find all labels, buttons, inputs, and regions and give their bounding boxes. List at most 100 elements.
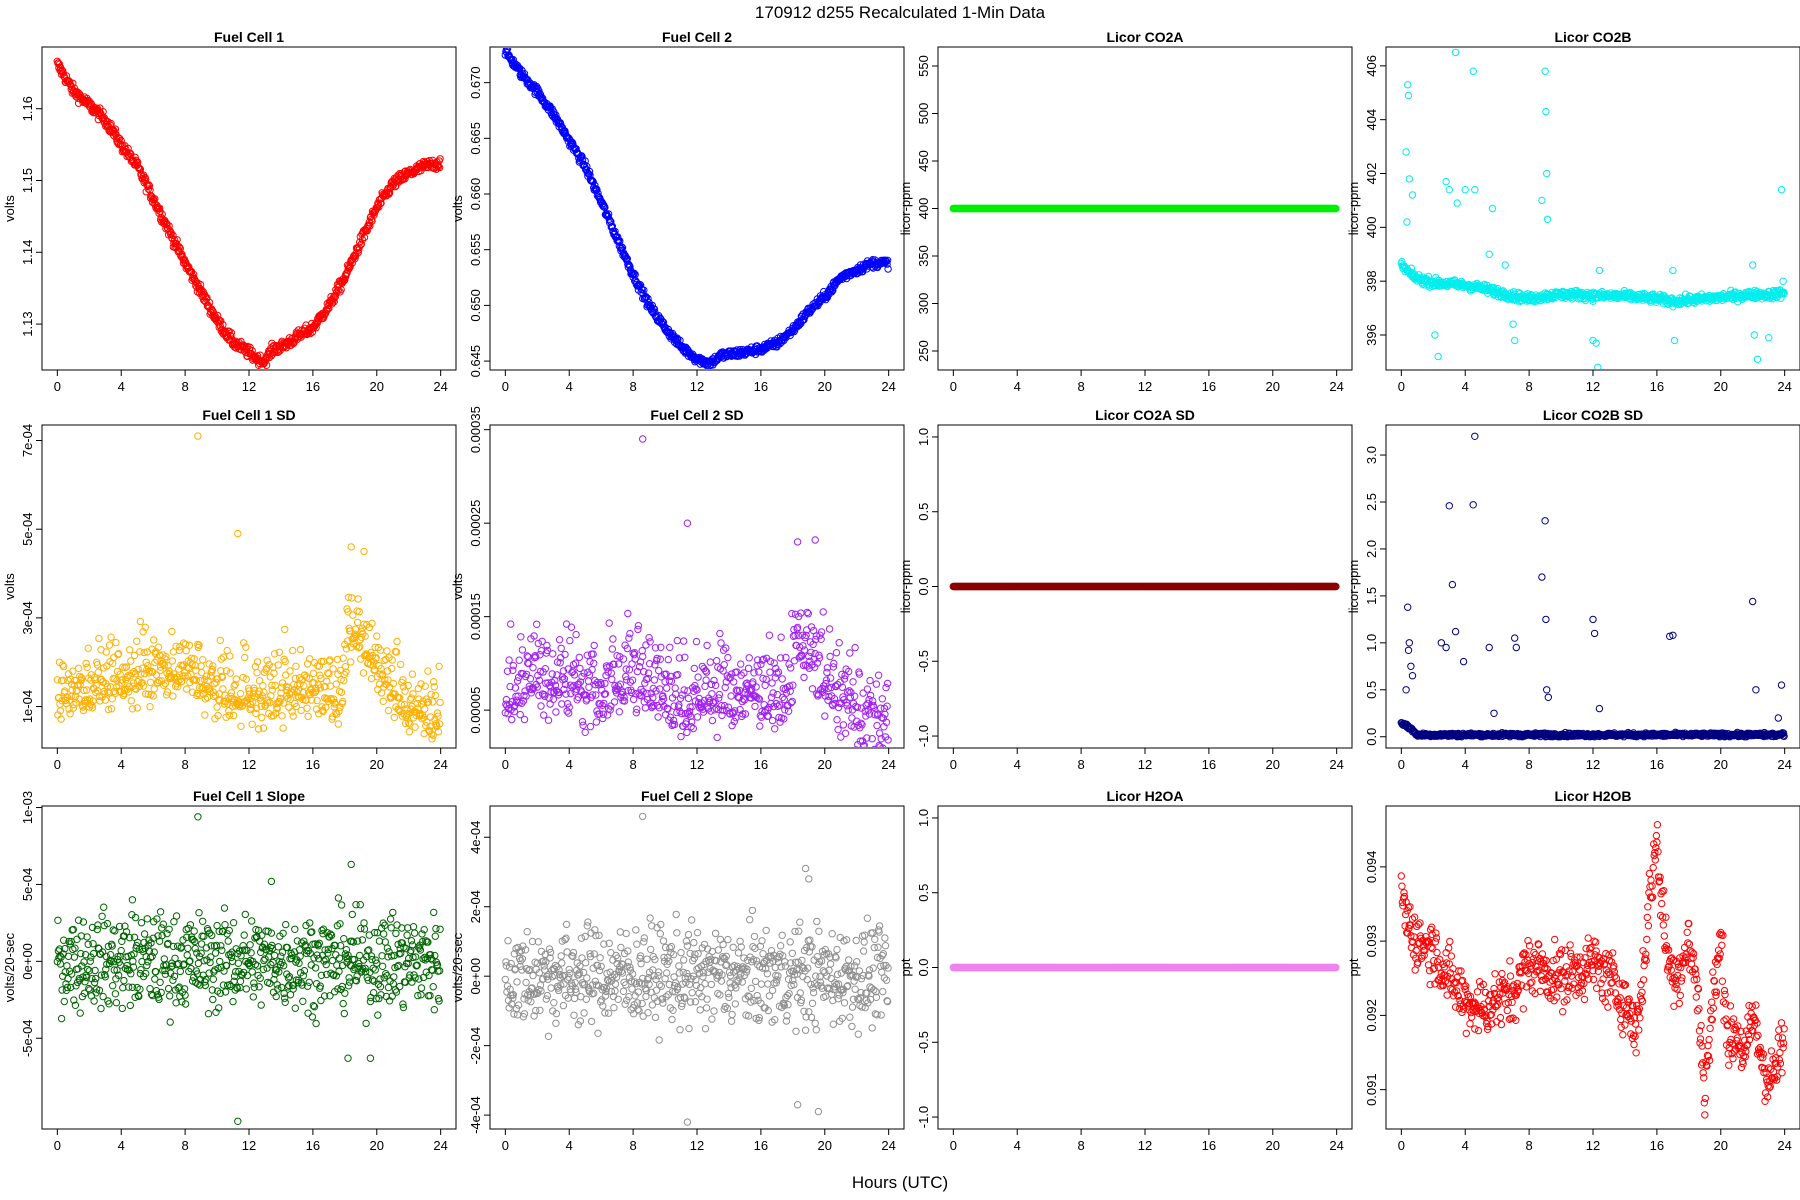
data-point [624, 609, 632, 618]
x-tick-label: 8 [1077, 757, 1084, 772]
data-point [150, 636, 158, 644]
x-tick-label: 12 [690, 379, 704, 394]
data-point [289, 646, 297, 655]
data-point [83, 663, 91, 671]
data-point [650, 305, 659, 313]
data-point [433, 709, 442, 717]
data-point [182, 647, 190, 655]
data-point [359, 669, 368, 677]
data-point [683, 728, 691, 737]
data-point [632, 709, 640, 717]
data-point [162, 652, 170, 661]
data-point [709, 698, 718, 707]
data-point [755, 668, 763, 676]
data-point [421, 705, 429, 713]
data-point [865, 710, 874, 718]
data-point [762, 675, 770, 683]
data-point [202, 672, 211, 680]
x-tick-label: 8 [629, 379, 636, 394]
data-point [424, 698, 433, 706]
data-point [408, 670, 417, 678]
data-point [610, 660, 618, 669]
data-point [213, 675, 222, 683]
data-point [689, 684, 697, 692]
data-point [717, 702, 726, 710]
x-tick-label: 16 [306, 379, 320, 394]
x-tick-label: 8 [1525, 757, 1532, 772]
data-point [430, 683, 438, 691]
data-point [686, 712, 695, 720]
data-point [292, 662, 300, 670]
data-point [248, 720, 256, 728]
data-point [662, 670, 670, 678]
data-point [581, 728, 589, 736]
data-point [133, 637, 141, 645]
x-tick-label: 0 [1398, 757, 1405, 772]
data-point [231, 680, 239, 689]
data-point [144, 185, 153, 193]
y-axis-label: volts [450, 195, 465, 222]
data-point [57, 715, 65, 723]
data-point [189, 270, 198, 278]
y-tick-label: -1.0 [916, 725, 931, 747]
data-point [396, 694, 404, 702]
data-point [557, 644, 565, 652]
data-point [856, 737, 865, 745]
outlier-point [1592, 339, 1600, 347]
x-tick-label: 0 [950, 757, 957, 772]
x-tick-label: 0 [950, 379, 957, 394]
data-point [576, 664, 584, 673]
data-point [812, 632, 820, 640]
data-point [860, 741, 868, 747]
x-tick-label: 24 [433, 379, 447, 394]
data-point [689, 724, 697, 733]
data-point [724, 653, 732, 662]
data-point [626, 678, 635, 686]
data-point [278, 712, 286, 720]
data-point [244, 694, 252, 702]
data-point [249, 697, 257, 706]
data-point [659, 692, 667, 700]
data-point [565, 703, 573, 711]
data-point [721, 683, 729, 692]
data-point [842, 699, 851, 707]
y-tick-label: 300 [916, 293, 931, 315]
data-point [581, 157, 589, 165]
data-point [300, 682, 308, 690]
outlier-point [811, 536, 819, 544]
data-point [222, 667, 231, 675]
data-point [653, 654, 661, 663]
x-tick-label: 24 [1777, 757, 1791, 772]
data-point [877, 704, 885, 712]
data-point [1780, 290, 1788, 298]
data-point [409, 690, 417, 698]
data-series [53, 432, 444, 743]
data-point [131, 684, 139, 693]
data-point [664, 325, 672, 333]
data-point [759, 655, 768, 663]
data-point [708, 690, 716, 698]
data-point [155, 204, 164, 213]
data-point [716, 629, 724, 638]
y-tick-label: 250 [916, 340, 931, 362]
data-point [789, 681, 797, 689]
data-point [620, 697, 629, 705]
data-point [276, 698, 284, 706]
data-point [321, 682, 329, 691]
data-point [808, 685, 817, 693]
x-tick-label: 20 [370, 757, 384, 772]
data-point [216, 636, 225, 644]
outlier-point [1402, 148, 1410, 156]
data-point [156, 666, 164, 675]
data-point [151, 195, 159, 203]
data-point [771, 725, 779, 733]
data-point [586, 657, 594, 666]
data-point [219, 685, 227, 693]
data-point [567, 623, 576, 631]
data-point [843, 702, 851, 710]
data-point [82, 686, 91, 694]
data-point [702, 676, 710, 684]
data-point [252, 709, 260, 718]
data-point [677, 709, 686, 718]
data-point [341, 663, 350, 671]
